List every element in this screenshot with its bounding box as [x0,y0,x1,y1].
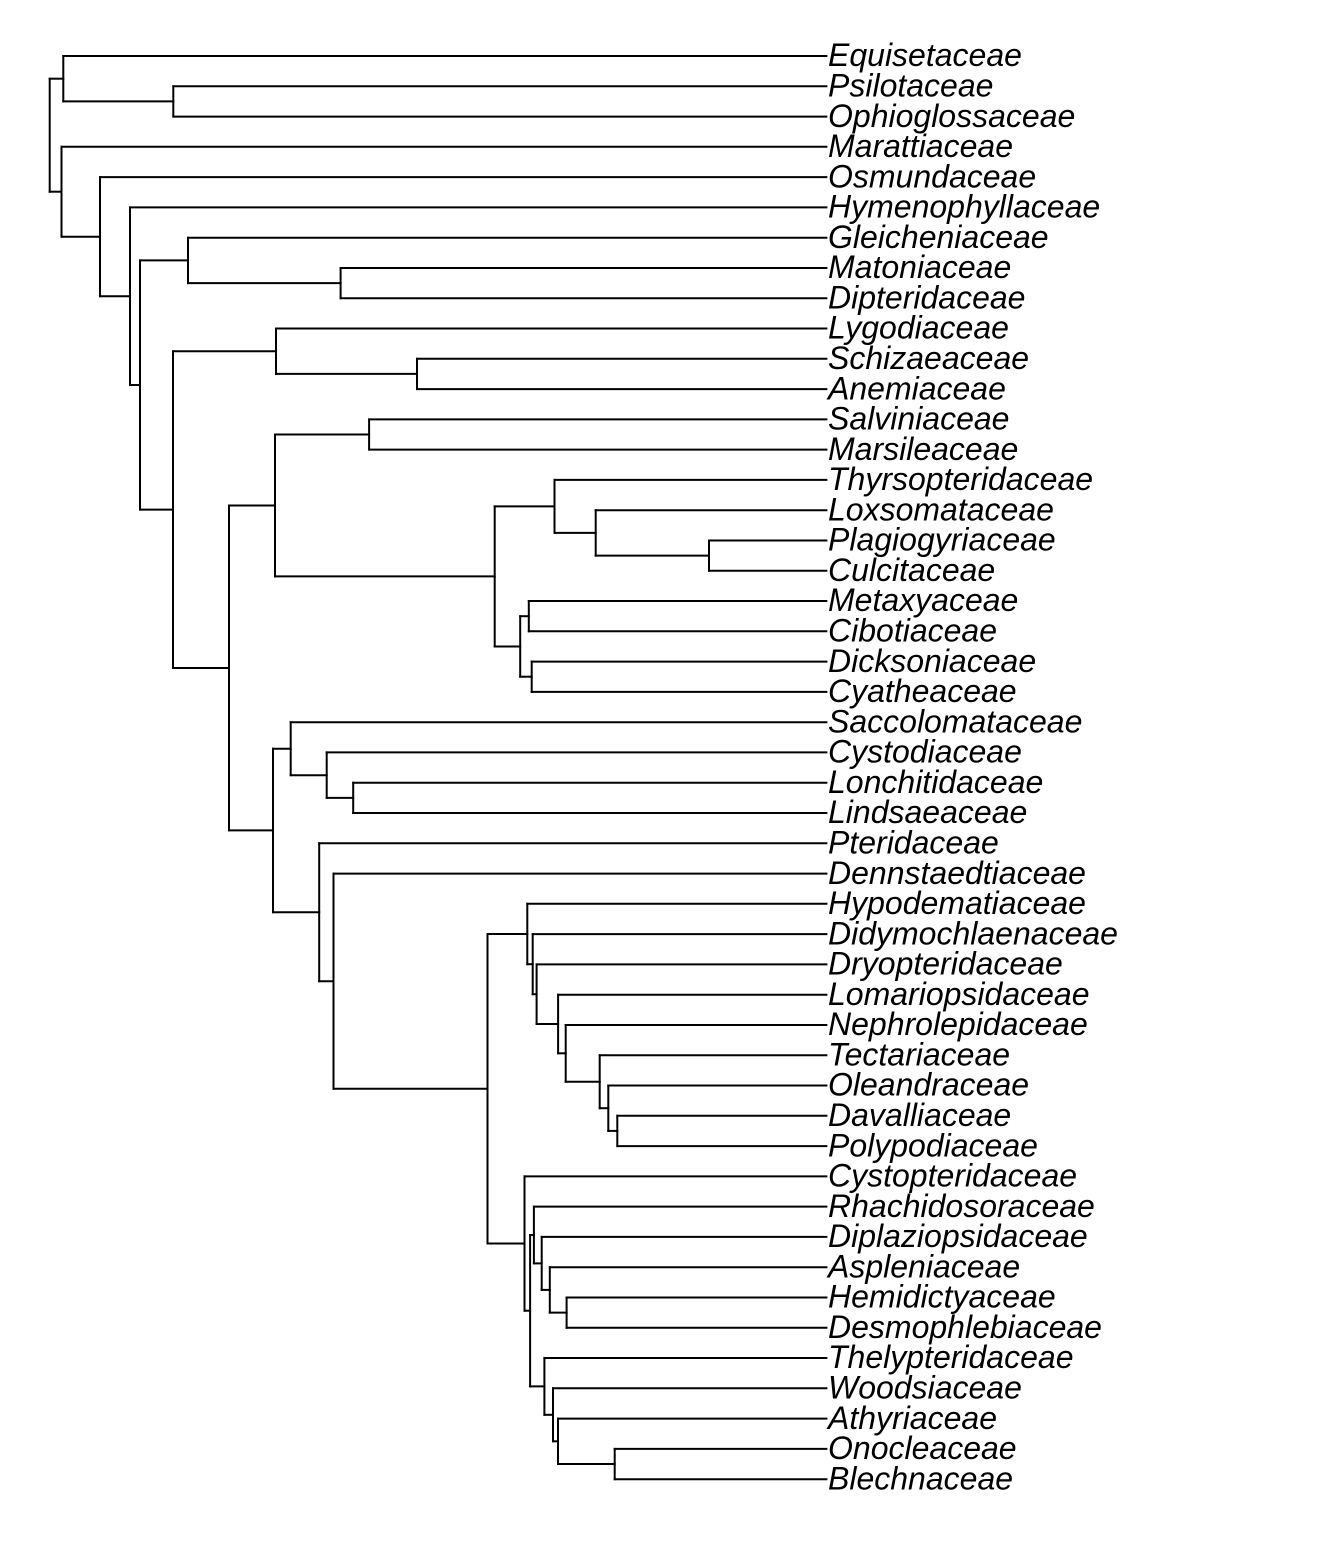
svg-text:Cibotiaceae: Cibotiaceae [828,613,997,649]
svg-text:Salviniaceae: Salviniaceae [828,401,1009,437]
svg-text:Metaxyaceae: Metaxyaceae [828,582,1018,618]
svg-text:Aspleniaceae: Aspleniaceae [826,1248,1020,1284]
svg-text:Oleandraceae: Oleandraceae [828,1067,1029,1103]
svg-text:Anemiaceae: Anemiaceae [826,370,1006,406]
svg-text:Blechnaceae: Blechnaceae [828,1460,1013,1496]
svg-text:Loxsomataceae: Loxsomataceae [828,491,1054,527]
svg-text:Matoniaceae: Matoniaceae [828,249,1011,285]
svg-text:Marsileaceae: Marsileaceae [828,431,1018,467]
svg-text:Pteridaceae: Pteridaceae [828,825,999,861]
svg-text:Lonchitidaceae: Lonchitidaceae [828,764,1043,800]
svg-text:Rhachidosoraceae: Rhachidosoraceae [828,1188,1095,1224]
svg-text:Diplaziopsidaceae: Diplaziopsidaceae [828,1218,1088,1254]
svg-text:Culcitaceae: Culcitaceae [828,552,995,588]
svg-text:Onocleaceae: Onocleaceae [828,1430,1017,1466]
svg-text:Saccolomataceae: Saccolomataceae [828,703,1082,739]
svg-text:Lygodiaceae: Lygodiaceae [828,310,1009,346]
svg-text:Thelypteridaceae: Thelypteridaceae [828,1339,1073,1375]
svg-text:Dennstaedtiaceae: Dennstaedtiaceae [828,855,1086,891]
svg-text:Psilotaceae: Psilotaceae [828,68,993,104]
svg-text:Osmundaceae: Osmundaceae [828,158,1036,194]
svg-text:Dryopteridaceae: Dryopteridaceae [828,946,1063,982]
svg-text:Cystodiaceae: Cystodiaceae [828,734,1022,770]
svg-text:Tectariaceae: Tectariaceae [828,1036,1010,1072]
svg-text:Nephrolepidaceae: Nephrolepidaceae [828,1006,1088,1042]
svg-text:Plagiogyriaceae: Plagiogyriaceae [828,522,1056,558]
svg-text:Hymenophyllaceae: Hymenophyllaceae [828,189,1100,225]
svg-text:Hypodematiaceae: Hypodematiaceae [828,885,1086,921]
svg-text:Athyriaceae: Athyriaceae [826,1400,997,1436]
svg-text:Schizaeaceae: Schizaeaceae [828,340,1029,376]
svg-text:Cystopteridaceae: Cystopteridaceae [828,1158,1077,1194]
svg-text:Thyrsopteridaceae: Thyrsopteridaceae [828,461,1093,497]
svg-text:Davalliaceae: Davalliaceae [828,1097,1011,1133]
svg-text:Lomariopsidaceae: Lomariopsidaceae [828,976,1090,1012]
svg-text:Equisetaceae: Equisetaceae [828,37,1022,73]
svg-text:Didymochlaenaceae: Didymochlaenaceae [828,915,1118,951]
svg-text:Cyatheaceae: Cyatheaceae [828,673,1017,709]
svg-text:Desmophlebiaceae: Desmophlebiaceae [828,1309,1102,1345]
svg-text:Lindsaeaceae: Lindsaeaceae [828,794,1027,830]
svg-text:Dicksoniaceae: Dicksoniaceae [828,643,1036,679]
svg-text:Woodsiaceae: Woodsiaceae [828,1370,1022,1406]
svg-text:Ophioglossaceae: Ophioglossaceae [828,98,1075,134]
svg-text:Dipteridaceae: Dipteridaceae [828,279,1025,315]
svg-text:Marattiaceae: Marattiaceae [828,128,1013,164]
svg-text:Gleicheniaceae: Gleicheniaceae [828,219,1049,255]
svg-text:Polypodiaceae: Polypodiaceae [828,1127,1038,1163]
svg-text:Hemidictyaceae: Hemidictyaceae [828,1279,1056,1315]
